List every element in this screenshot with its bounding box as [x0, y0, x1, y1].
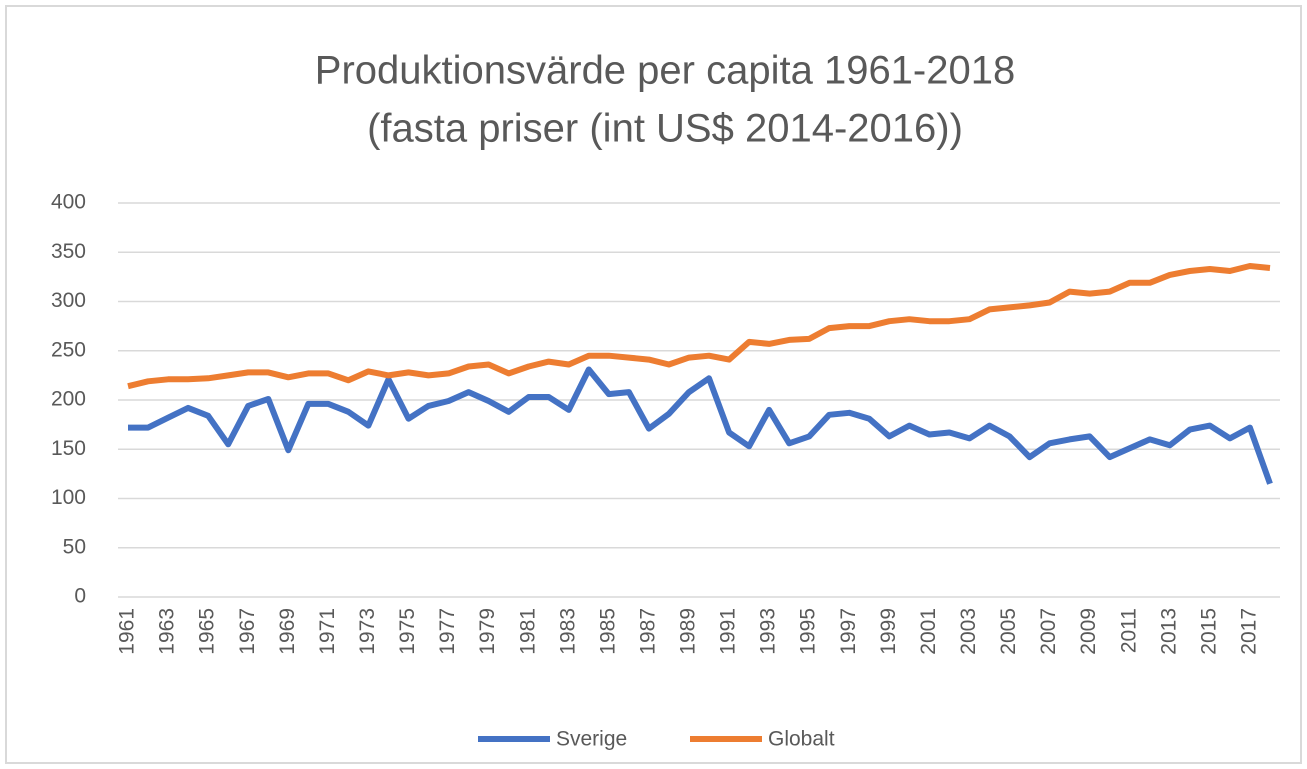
x-tick-label: 1969	[276, 608, 299, 655]
y-tick-label: 50	[63, 535, 86, 558]
y-tick-label: 400	[51, 191, 86, 214]
x-tick-label: 1963	[156, 608, 179, 655]
y-tick-label: 300	[51, 289, 86, 312]
x-tick-label: 2017	[1237, 608, 1260, 655]
x-tick-label: 2009	[1077, 608, 1100, 655]
x-tick-label: 1987	[636, 608, 659, 655]
chart-title: Produktionsvärde per capita 1961-2018	[315, 49, 1015, 93]
chart-subtitle: (fasta priser (int US$ 2014-2016))	[367, 107, 963, 151]
x-tick-label: 2005	[997, 608, 1020, 655]
x-tick-label: 1979	[476, 608, 499, 655]
series-line	[128, 366, 1273, 485]
x-tick-label: 2015	[1197, 608, 1220, 655]
x-tick-label: 2011	[1117, 608, 1140, 653]
x-tick-label: 1985	[596, 608, 619, 655]
x-tick-label: 1997	[837, 608, 860, 655]
x-tick-label: 1995	[797, 608, 820, 655]
chart-frame	[5, 5, 1302, 764]
x-tick-label: 1977	[436, 608, 459, 655]
y-tick-label: 350	[51, 240, 86, 263]
x-tick-label: 1991	[717, 608, 740, 655]
series-line	[127, 263, 1271, 390]
y-tick-label: 0	[74, 585, 86, 608]
x-tick-label: 1989	[677, 608, 700, 655]
y-tick-label: 250	[51, 338, 86, 361]
x-tick-label: 2007	[1037, 608, 1060, 655]
x-tick-label: 1971	[316, 608, 339, 655]
x-tick-label: 1973	[356, 608, 379, 655]
x-tick-label: 2001	[917, 608, 940, 655]
x-tick-label: 1961	[116, 608, 139, 655]
y-tick-label: 200	[51, 388, 86, 411]
x-tick-label: 2003	[957, 608, 980, 655]
x-tick-label: 1975	[396, 608, 419, 655]
x-tick-label: 2013	[1157, 608, 1180, 655]
x-tick-label: 1999	[877, 608, 900, 655]
legend-label: Globalt	[768, 728, 835, 751]
x-tick-label: 1967	[236, 608, 259, 655]
legend-label: Sverige	[556, 728, 627, 751]
x-tick-label: 1983	[556, 608, 579, 655]
x-tick-label: 1965	[196, 608, 219, 655]
x-tick-label: 1993	[757, 608, 780, 655]
y-tick-label: 150	[51, 437, 86, 460]
x-tick-label: 1981	[516, 608, 539, 655]
y-tick-label: 100	[51, 486, 86, 509]
